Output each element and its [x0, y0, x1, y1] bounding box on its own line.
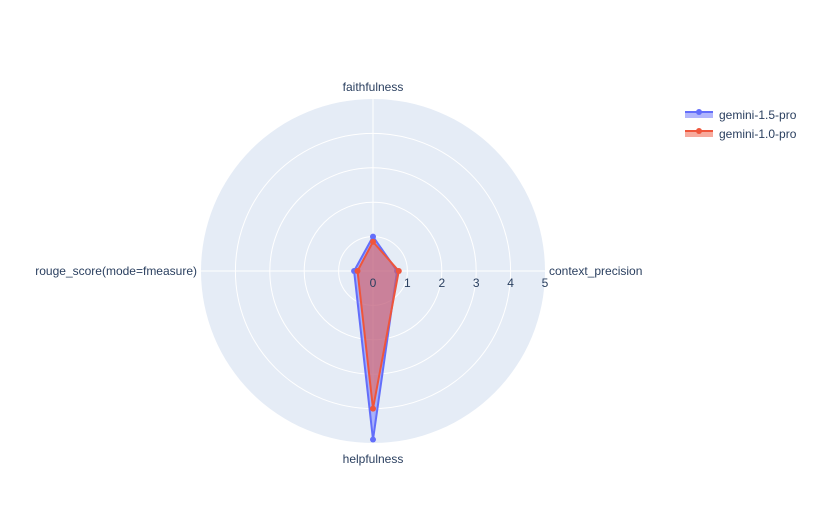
radial-tick-label: 4 [507, 276, 514, 290]
axis-label-faithfulness: faithfulness [343, 80, 404, 94]
data-point-gemini-1.0-pro-helpfulness[interactable] [370, 405, 376, 412]
axis-label-rouge-score-mode-fmeasure-: rouge_score(mode=fmeasure) [35, 264, 197, 278]
legend-label: gemini-1.0-pro [719, 127, 797, 141]
radial-tick-label: 3 [473, 276, 480, 290]
axis-label-context-precision: context_precision [549, 264, 642, 278]
data-point-gemini-1.0-pro-faithfulness[interactable] [370, 238, 376, 245]
legend-marker [696, 128, 702, 134]
legend-marker [696, 109, 702, 115]
legend-item-gemini-1.5-pro[interactable]: gemini-1.5-pro [685, 108, 797, 122]
radial-tick-label: 0 [370, 276, 377, 290]
traces [351, 233, 402, 443]
data-point-gemini-1.5-pro-helpfulness[interactable] [370, 436, 376, 443]
axis-labels: 0 1 2 3 4 5 faithfulness context_precisionhelpf… [35, 80, 642, 466]
legend-item-gemini-1.0-pro[interactable]: gemini-1.0-pro [685, 127, 797, 141]
data-point-gemini-1.0-pro-rouge_score(mode=fmeasure)[interactable] [354, 268, 361, 274]
axis-label-helpfulness: helpfulness [343, 452, 404, 466]
radial-tick-label: 2 [438, 276, 445, 290]
data-point-gemini-1.5-pro-faithfulness[interactable] [370, 233, 376, 240]
legend-label: gemini-1.5-pro [719, 108, 797, 122]
radial-tick-label: 1 [404, 276, 411, 290]
legend[interactable]: gemini-1.5-pro gemini-1.0-pro [685, 108, 797, 141]
data-point-gemini-1.0-pro-context_precision[interactable] [395, 268, 402, 274]
radial-tick-label: 5 [542, 276, 549, 290]
